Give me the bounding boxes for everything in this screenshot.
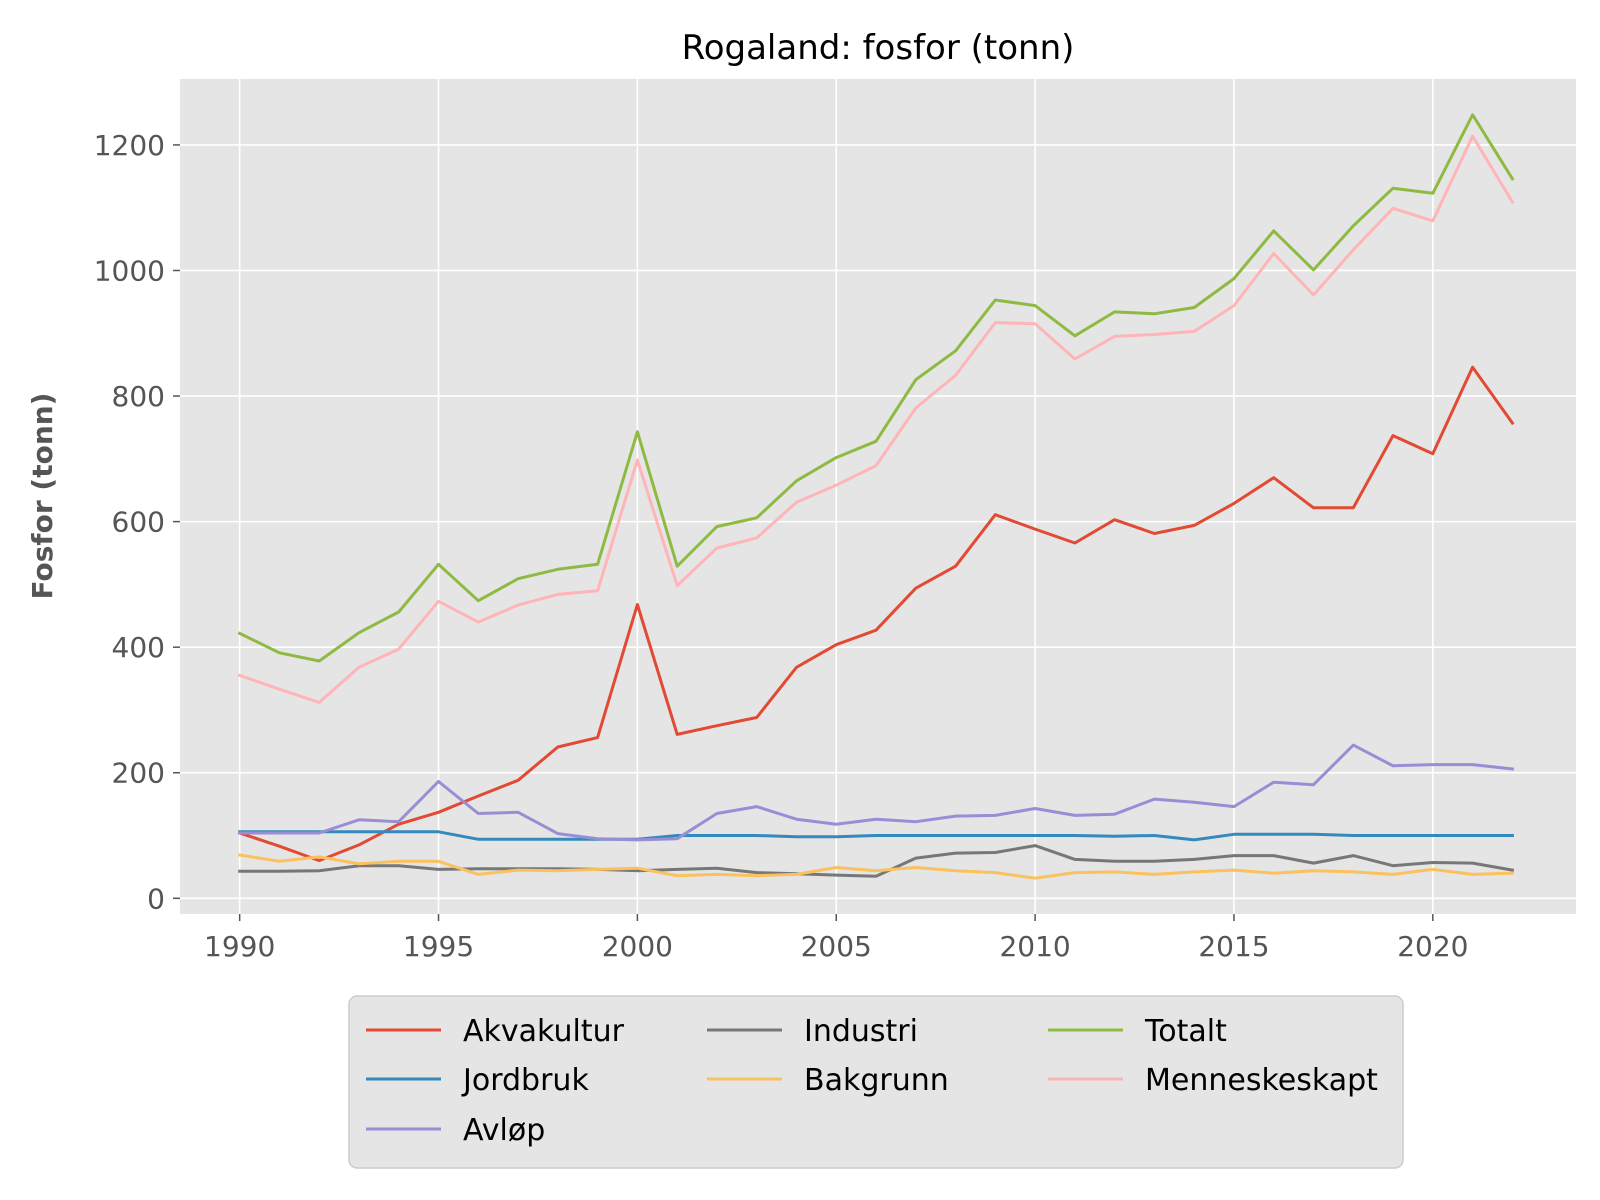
y-tick-label: 400 — [112, 631, 165, 664]
legend-label-jordbruk: Jordbruk — [461, 1063, 589, 1098]
y-axis-ticks: 0 200 400 600 800 1000 1200 — [94, 129, 180, 915]
plot-area — [180, 79, 1576, 914]
x-tick-label: 2015 — [1198, 930, 1269, 963]
y-tick-label: 800 — [112, 380, 165, 413]
legend-label-menneskeskapt: Menneskeskapt — [1145, 1063, 1378, 1098]
y-tick-label: 0 — [147, 882, 165, 915]
legend-label-totalt: Totalt — [1144, 1014, 1227, 1049]
legend: Akvakultur Jordbruk Avløp Industri Bakgrunn T… — [349, 996, 1403, 1168]
y-tick-label: 1200 — [94, 129, 165, 162]
legend-label-bakgrunn: Bakgrunn — [804, 1063, 949, 1098]
x-tick-label: 2010 — [999, 930, 1070, 963]
legend-label-industri: Industri — [804, 1014, 918, 1049]
x-tick-label: 2005 — [801, 930, 872, 963]
chart-title: Rogaland: fosfor (tonn) — [682, 28, 1075, 68]
y-tick-label: 1000 — [94, 254, 165, 287]
y-axis-label: Fosfor (tonn) — [26, 393, 59, 600]
x-axis-ticks: 1990 1995 2000 2005 2010 2015 2020 — [204, 914, 1468, 963]
x-tick-label: 2020 — [1397, 930, 1468, 963]
x-tick-label: 2000 — [602, 930, 673, 963]
x-tick-label: 1990 — [204, 930, 275, 963]
legend-label-akvakultur: Akvakultur — [463, 1014, 625, 1049]
legend-label-avlop: Avløp — [463, 1113, 545, 1148]
y-tick-label: 200 — [112, 757, 165, 790]
y-tick-label: 600 — [112, 506, 165, 539]
x-tick-label: 1995 — [403, 930, 474, 963]
